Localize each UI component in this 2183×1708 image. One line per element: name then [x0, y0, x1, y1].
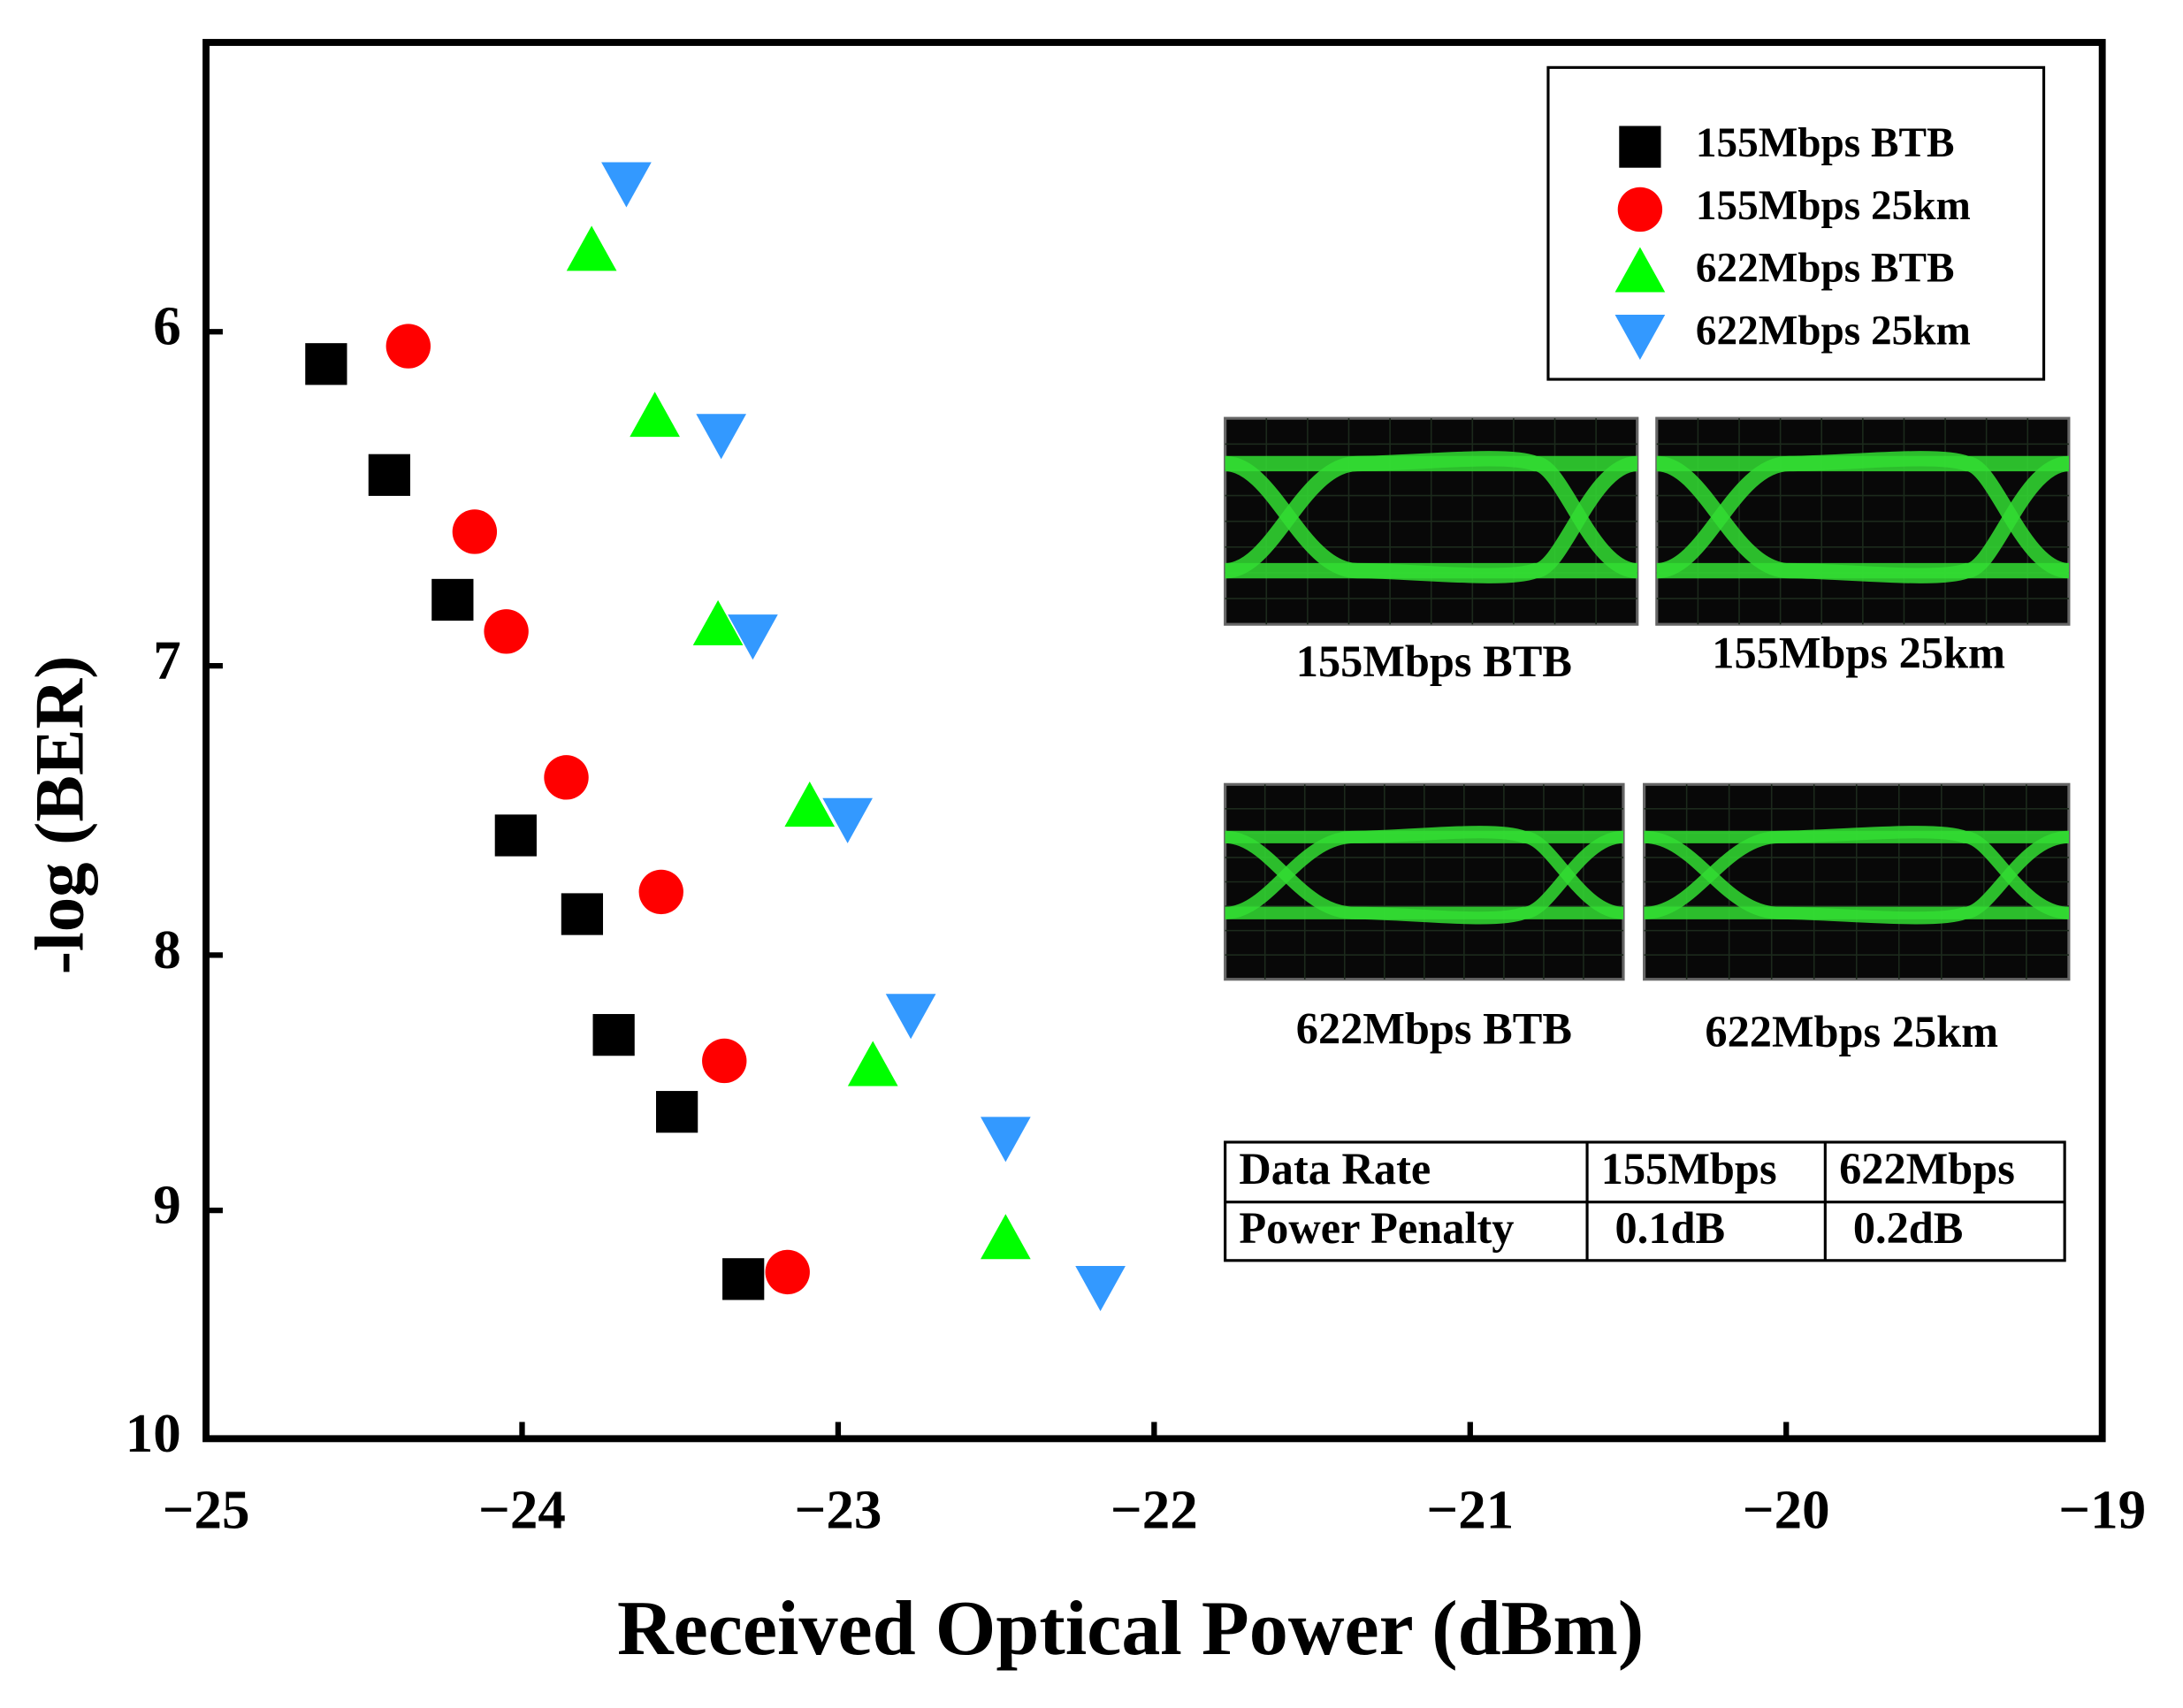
x-tick-label: −22: [1111, 1478, 1198, 1540]
point: [561, 893, 604, 935]
y-tick-label: 9: [153, 1174, 180, 1236]
y-tick-label: 6: [153, 295, 180, 357]
eye-caption: 622Mbps BTB: [1296, 1004, 1572, 1054]
point: [702, 1038, 747, 1084]
point: [822, 797, 873, 843]
eye-caption: 622Mbps 25km: [1705, 1007, 1998, 1056]
point: [630, 392, 680, 438]
eye-trace: [1644, 830, 2070, 925]
point: [544, 755, 589, 800]
point: [368, 454, 410, 496]
point: [784, 782, 836, 827]
point: [728, 614, 778, 660]
legend-marker: [1614, 247, 1666, 293]
table-cell: 0.1dB: [1615, 1203, 1726, 1253]
eye-caption: 155Mbps BTB: [1296, 637, 1572, 686]
point: [638, 869, 683, 915]
point: [431, 578, 474, 621]
eye-trace: [1225, 830, 1624, 925]
y-axis-label: -log (BER): [22, 656, 99, 975]
point: [484, 609, 529, 654]
point: [696, 414, 747, 460]
legend-label: 622Mbps 25km: [1696, 309, 1971, 355]
x-tick-label: −21: [1426, 1478, 1514, 1540]
point: [656, 1091, 698, 1133]
point: [722, 1258, 765, 1300]
legend-label: 155Mbps 25km: [1696, 183, 1971, 229]
table-cell: 155Mbps: [1601, 1144, 1777, 1193]
x-tick-label: −24: [478, 1478, 566, 1540]
table-cell: Power Penalty: [1239, 1203, 1514, 1253]
legend-marker: [1614, 314, 1666, 361]
table-cell: 0.2dB: [1853, 1203, 1964, 1253]
y-tick-label: 8: [153, 919, 180, 980]
y-tick-label: 10: [126, 1402, 181, 1464]
point: [566, 225, 617, 271]
legend-label: 155Mbps BTB: [1696, 120, 1955, 166]
point: [494, 814, 537, 857]
y-tick-label: 7: [153, 629, 180, 691]
table-cell: Data Rate: [1239, 1144, 1431, 1193]
legend-marker: [1617, 187, 1663, 233]
point: [981, 1117, 1031, 1163]
table-cell: 622Mbps: [1839, 1144, 2015, 1193]
legend-marker: [1619, 126, 1661, 168]
point: [885, 994, 936, 1040]
x-tick-label: −25: [163, 1478, 250, 1540]
x-tick-label: −20: [1743, 1478, 1830, 1540]
x-tick-label: −23: [794, 1478, 882, 1540]
legend-label: 622Mbps BTB: [1696, 246, 1955, 292]
point: [847, 1041, 898, 1087]
point: [765, 1249, 810, 1295]
point: [981, 1214, 1031, 1260]
point: [305, 343, 347, 385]
point: [601, 162, 652, 208]
eye-trace: [1655, 455, 2071, 583]
x-axis-label: Received Optical Power (dBm): [617, 1585, 1644, 1672]
point: [385, 324, 431, 369]
point: [1075, 1266, 1126, 1312]
eye-trace: [1224, 455, 1638, 583]
eye-caption: 155Mbps 25km: [1712, 629, 2005, 678]
point: [592, 1014, 635, 1056]
point: [692, 599, 744, 645]
x-tick-label: −19: [2058, 1478, 2146, 1540]
point: [452, 509, 498, 554]
